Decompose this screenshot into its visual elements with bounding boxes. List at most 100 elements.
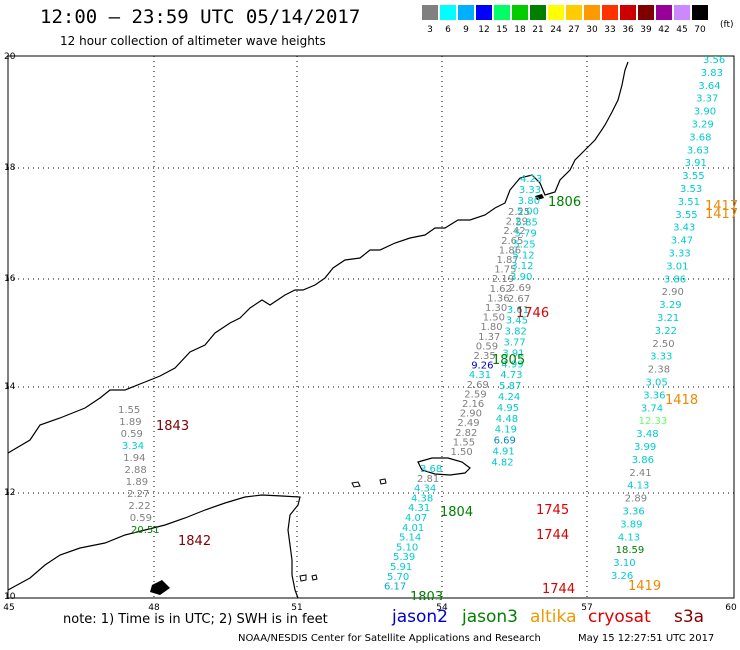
scale-swatch (602, 5, 618, 20)
scale-swatch (494, 5, 510, 20)
pass-time-label: 1744 (542, 582, 575, 597)
lon-tick: 57 (581, 603, 593, 613)
swh-value: 2.27 (127, 489, 149, 500)
swh-value: 1.30 (485, 303, 507, 314)
swh-value: 3.10 (613, 558, 635, 569)
swh-value: 2.89 (625, 494, 647, 505)
coastal-detail (150, 580, 170, 595)
pass-time-label: 1744 (536, 528, 569, 543)
swh-value: 1.37 (478, 332, 500, 343)
swh-value: 5.00 (517, 207, 539, 218)
swh-value: 3.86 (664, 274, 686, 285)
swh-value: 1.80 (480, 322, 502, 333)
swh-value: 4.19 (495, 425, 517, 436)
swh-value: 2.49 (457, 418, 479, 429)
island-socotra (417, 457, 471, 476)
scale-label: 33 (604, 25, 616, 35)
swh-value: 3.74 (641, 403, 663, 414)
pass-time-label: 1418 (665, 393, 698, 408)
swh-value: 3.47 (671, 236, 693, 247)
scale-swatch (548, 5, 564, 20)
swh-value: 4.73 (500, 370, 522, 381)
swh-value: 3.48 (636, 429, 658, 440)
swh-value: 3.55 (682, 171, 704, 182)
swh-value: 0.59 (130, 513, 152, 524)
scale-swatch (692, 5, 708, 20)
swh-value: 5.85 (516, 218, 538, 229)
scale-swatch (476, 5, 492, 20)
graticule (8, 56, 734, 598)
swh-value: 0.59 (476, 341, 498, 352)
swh-value: 2.82 (455, 428, 477, 439)
swh-value: 4.95 (497, 403, 519, 414)
swh-value: 3.91 (685, 158, 707, 169)
swh-value: 3.21 (657, 313, 679, 324)
scale-swatch (530, 5, 546, 20)
swh-value: 1.89 (119, 417, 141, 428)
scale-label: 30 (586, 25, 598, 35)
swh-value: 4.24 (498, 392, 520, 403)
swh-value: 2.65 (501, 236, 523, 247)
swh-value: 3.51 (678, 197, 700, 208)
swh-value: 4.34 (414, 484, 436, 495)
swh-value: 4.31 (408, 503, 430, 514)
swh-value: 2.90 (662, 287, 684, 298)
swh-value: 1.50 (451, 447, 473, 458)
swh-value: 5.12 (512, 250, 534, 261)
swh-value: 2.41 (629, 468, 651, 479)
scale-label: 39 (640, 25, 652, 35)
scale-label: 12 (478, 25, 490, 35)
swh-value: 2.16 (462, 399, 484, 410)
scale-swatch (638, 5, 654, 20)
swh-value: 3.80 (518, 196, 540, 207)
scale-swatch (458, 5, 474, 20)
swh-value: 5.87 (499, 381, 521, 392)
swh-value: 3.83 (701, 68, 723, 79)
scale-swatch (674, 5, 690, 20)
scale-swatch (422, 5, 438, 20)
scale-label: 3 (427, 25, 433, 35)
credit-line: NOAA/NESDIS Center for Satellite Applica… (238, 633, 541, 644)
legend-jason2: jason2 (392, 607, 448, 627)
island-masirah (535, 194, 544, 200)
swh-value: 1.87 (497, 255, 519, 266)
swh-value: 2.22 (128, 501, 150, 512)
swh-value: 1.89 (126, 477, 148, 488)
swh-value: 3.33 (650, 352, 672, 363)
generated-timestamp: May 15 12:27:51 UTC 2017 (578, 633, 715, 644)
scale-swatch (440, 5, 456, 20)
swh-value: 1.75 (494, 265, 516, 276)
scale-swatch (512, 5, 528, 20)
scale-label: 15 (496, 25, 508, 35)
swh-value: 3.63 (687, 145, 709, 156)
swh-value: 2.81 (417, 474, 439, 485)
swh-value: 4.07 (405, 513, 427, 524)
chart-title: 12:00 – 23:59 UTC 05/14/2017 (40, 6, 361, 28)
scale-label: 21 (532, 25, 544, 35)
swh-value: 1.62 (490, 284, 512, 295)
scale-label: 6 (445, 25, 451, 35)
coastline-arabia (7, 61, 629, 454)
swh-value: 3.29 (659, 300, 681, 311)
swh-value: 5.14 (399, 533, 421, 544)
swh-value: 4.48 (496, 414, 518, 425)
lon-tick: 60 (725, 603, 737, 613)
lat-tick: 14 (4, 382, 16, 392)
lon-tick: 48 (148, 603, 160, 613)
swh-value: 1.55 (118, 405, 140, 416)
swh-value: 5.70 (387, 572, 409, 583)
swh-value: 4.38 (411, 493, 433, 504)
swh-value: 2.69 (467, 380, 489, 391)
swh-value: 3.26 (611, 571, 633, 582)
scale-swatch (656, 5, 672, 20)
swh-value: 3.29 (692, 120, 714, 131)
swh-value: 4.99 (501, 359, 523, 370)
swh-value: 6.17 (384, 582, 406, 593)
swh-value: 5.39 (393, 552, 415, 563)
coastline-somalia (7, 494, 301, 599)
swh-value: 3.33 (519, 185, 541, 196)
swh-value: 4.13 (618, 532, 640, 543)
pass-time-label: 1746 (516, 306, 549, 321)
island-small-4 (311, 574, 318, 581)
swh-value: 0.59 (121, 429, 143, 440)
